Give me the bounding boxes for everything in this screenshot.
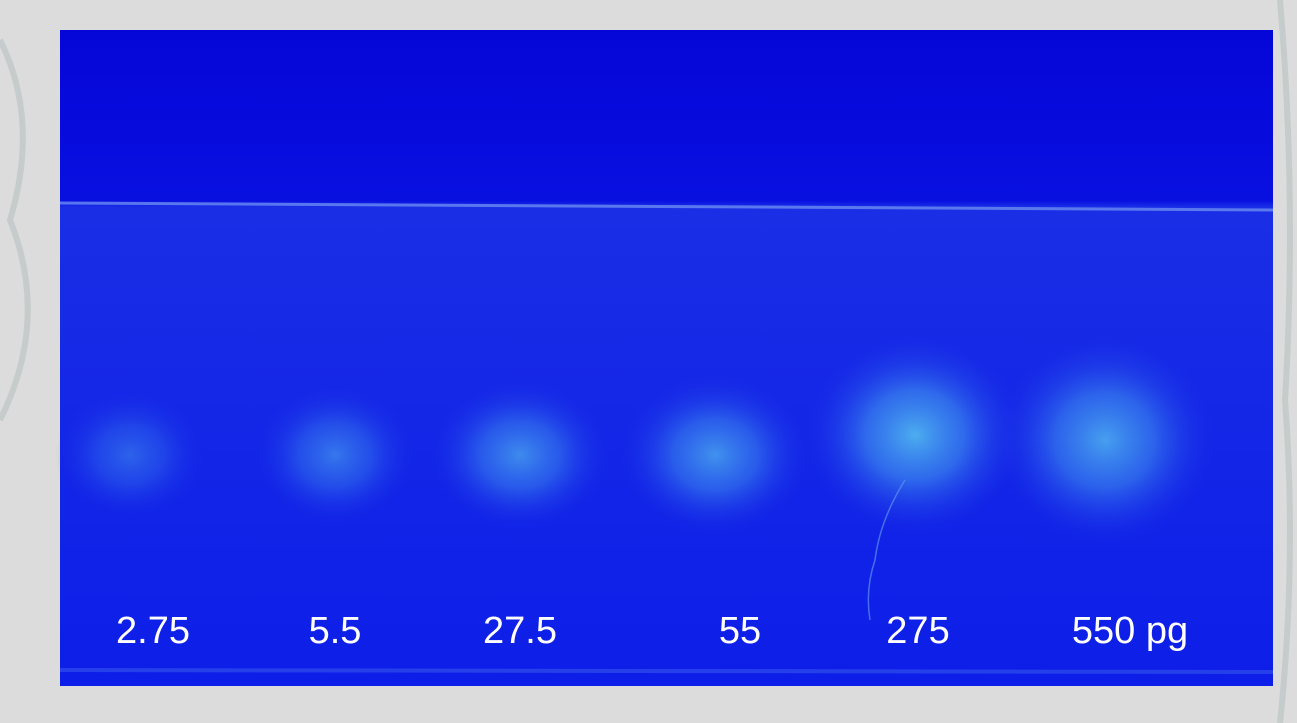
lane-label: 2.75 <box>116 610 190 652</box>
lane-label: 27.5 <box>483 610 557 652</box>
lane-label: 550 pg <box>1072 610 1188 652</box>
baseline <box>60 670 1273 672</box>
spot <box>620 375 810 535</box>
spot <box>255 385 415 525</box>
lane-label: 5.5 <box>309 610 362 652</box>
spot <box>55 390 205 520</box>
lane-label: 55 <box>719 610 761 652</box>
spot <box>430 380 610 530</box>
photo: 2.75 5.5 27.5 55 275 550 pg <box>0 0 1297 723</box>
spot <box>805 335 1025 535</box>
spot <box>995 335 1215 545</box>
page: {"labels": ["2.75", "5.5", "27.5", "55",… <box>0 0 1297 723</box>
lane-label: 275 <box>886 610 949 652</box>
